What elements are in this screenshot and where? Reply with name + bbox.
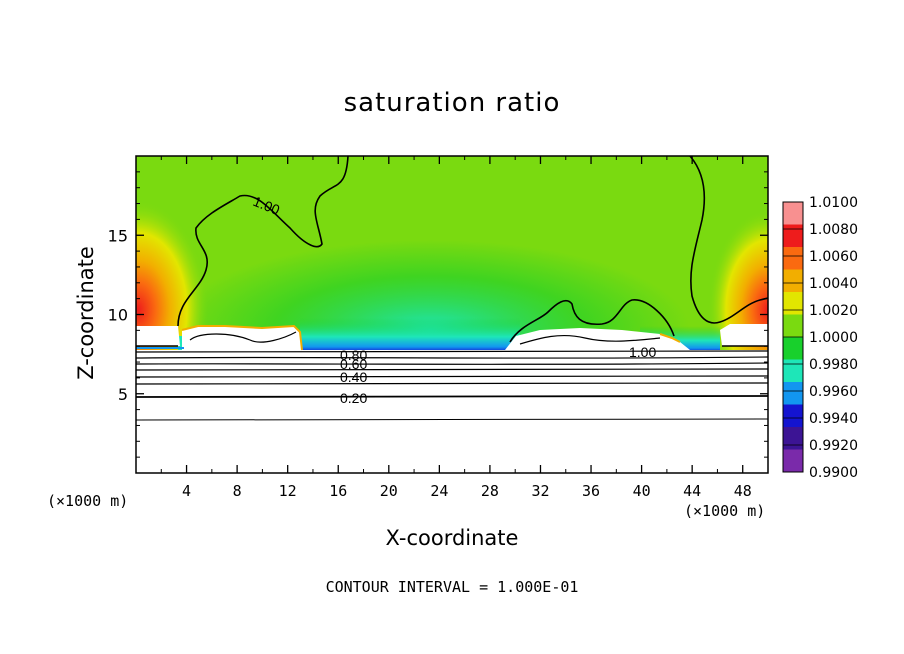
colorbar-swatch [783,449,803,473]
x-tick-label: 28 [481,482,499,500]
x-unit-label: (×1000 m) [684,502,766,520]
colorbar-swatch [783,202,803,225]
colorbar-label: 0.9980 [809,357,858,373]
x-tick-label: 32 [531,482,549,500]
colorbar-label: 0.9900 [809,465,858,481]
x-tick-label: 16 [329,482,347,500]
colorbar-swatch [783,404,803,428]
chart-title: saturation ratio [343,88,561,118]
colorbar-swatch [783,382,803,405]
colorbar: 1.0100 1.0080 1.0060 1.0040 1.0020 1.0000 0.99… [782,195,858,481]
contour-label: 1.00 [629,344,656,360]
x-tick-label: 8 [233,482,242,500]
colorbar-label: 0.9940 [809,411,858,427]
contour-label: 0.20 [340,390,367,406]
x-axis: 4 8 12 16 20 24 28 32 36 40 44 48 [160,156,752,500]
colorbar-label: 0.9920 [809,438,858,454]
colorbar-swatch [783,224,803,248]
y-tick-label: 5 [118,385,128,404]
y-tick-label: 15 [108,226,128,245]
contour-lines [136,156,768,347]
colorbar-swatch [783,359,803,383]
colorbar-swatch [783,314,803,338]
y-axis-label: Z-coordinate [74,246,98,380]
x-tick-label: 36 [582,482,600,500]
x-tick-label: 40 [633,482,651,500]
colorbar-label: 1.0080 [809,222,858,238]
lower-contours [136,350,768,421]
contour-label: 0.40 [340,369,367,385]
contour-label: 0.60 [340,356,367,372]
x-tick-label: 20 [380,482,398,500]
x-tick-label: 12 [279,482,297,500]
y-axis: 5 10 15 [108,171,768,458]
colorbar-label: 1.0040 [809,276,858,292]
x-tick-label: 44 [683,482,701,500]
x-tick-label: 4 [182,482,191,500]
x-axis-label: X-coordinate [385,526,519,550]
colorbar-label: 0.9960 [809,384,858,400]
saturation-field [136,156,768,473]
contour-label: 0.80 [340,347,367,363]
x-tick-label: 24 [430,482,448,500]
colorbar-label: 1.0100 [809,195,858,211]
colorbar-swatch [783,247,803,270]
colorbar-swatch [783,292,803,315]
colorbar-swatch [783,427,803,450]
x-tick-label: 48 [734,482,752,500]
colorbar-swatch [783,269,803,293]
contour-interval-note: CONTOUR INTERVAL = 1.000E-01 [325,578,579,596]
z-unit-label: (×1000 m) [47,492,129,510]
colorbar-label: 1.0000 [809,330,858,346]
y-tick-label: 10 [108,306,128,325]
colorbar-swatch [783,337,803,360]
colorbar-label: 1.0020 [809,303,858,319]
colorbar-label: 1.0060 [809,249,858,265]
